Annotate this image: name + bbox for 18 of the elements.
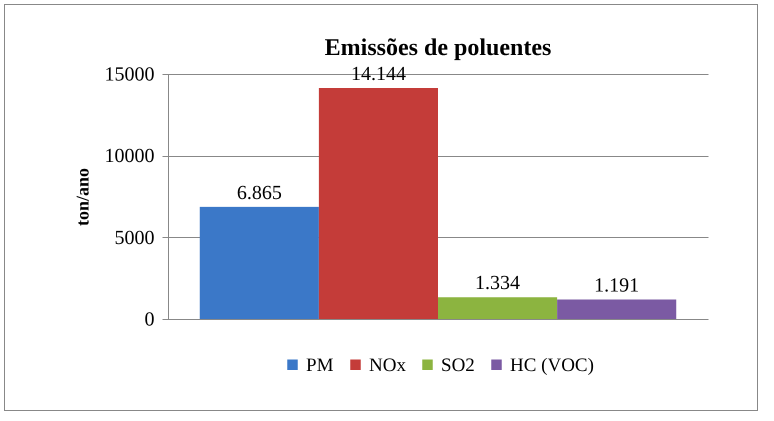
data-label: 14.144 xyxy=(350,62,406,85)
bar xyxy=(200,206,319,319)
legend-label: SO2 xyxy=(441,354,475,376)
legend-label: PM xyxy=(306,354,334,376)
bar xyxy=(438,297,558,319)
bar xyxy=(318,88,438,319)
data-label: 1.191 xyxy=(594,274,640,297)
y-tick-label: 10000 xyxy=(104,145,154,168)
legend-label: NOx xyxy=(369,354,406,376)
data-label: 6.865 xyxy=(236,182,282,204)
data-label: 1.334 xyxy=(475,272,520,294)
y-tick-label: 15000 xyxy=(104,64,154,86)
chart-title: Emissões de poluentes xyxy=(324,34,552,61)
y-axis-title: ton/ano xyxy=(72,168,92,226)
y-tick-label: 0 xyxy=(144,308,154,330)
legend-label: HC (VOC) xyxy=(510,354,594,376)
y-tick-label: 5000 xyxy=(114,226,154,249)
bar xyxy=(557,300,676,319)
